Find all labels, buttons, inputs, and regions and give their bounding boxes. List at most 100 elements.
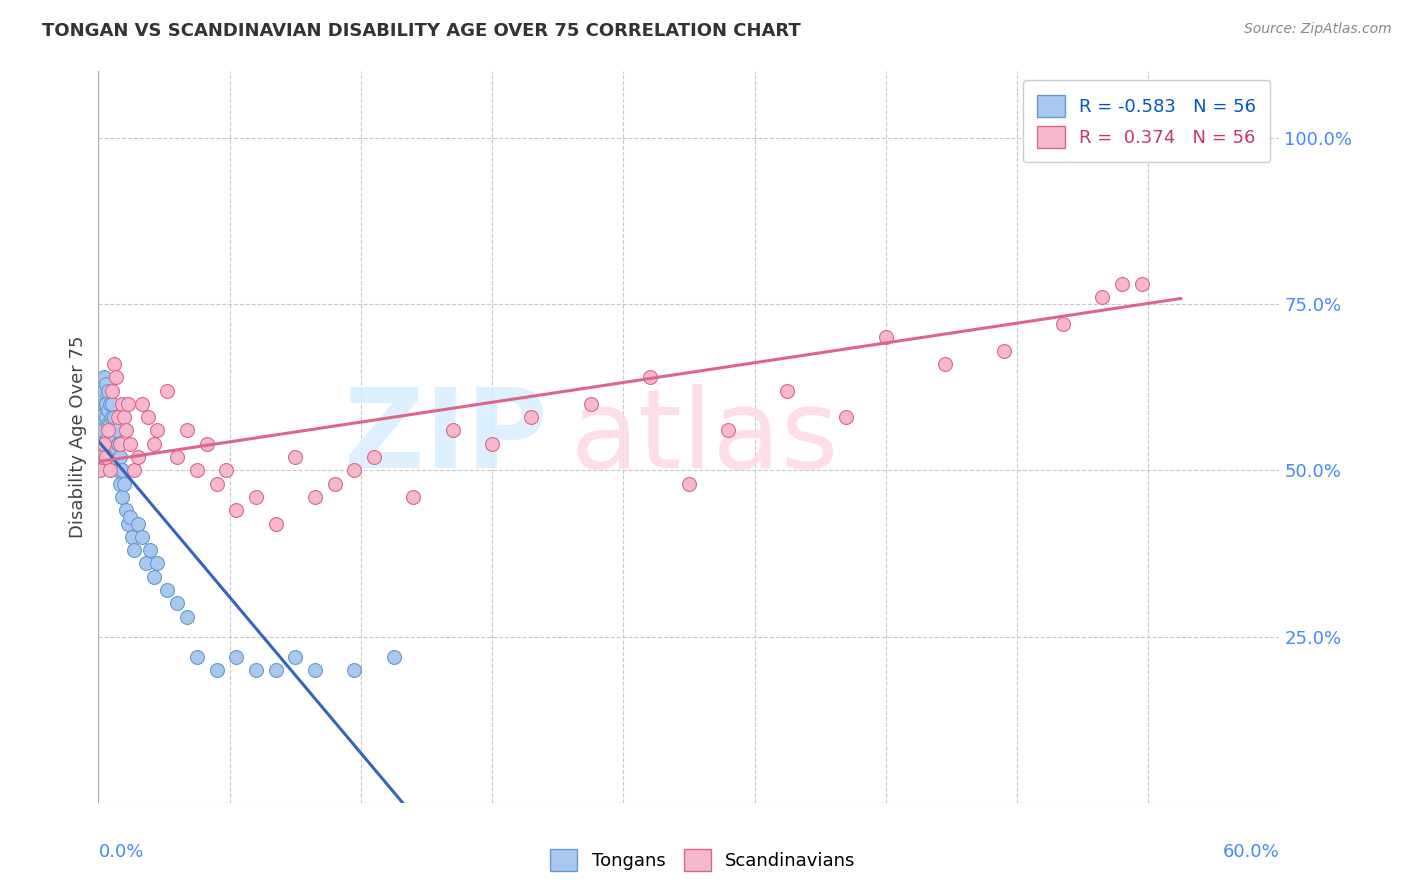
Point xyxy=(103,430,125,444)
Point xyxy=(127,516,149,531)
Point xyxy=(993,343,1015,358)
Point xyxy=(91,450,114,464)
Point xyxy=(115,424,138,438)
Point xyxy=(111,397,134,411)
Point xyxy=(118,436,141,450)
Point xyxy=(101,424,124,438)
Point xyxy=(111,490,134,504)
Point xyxy=(97,430,120,444)
Point xyxy=(111,463,134,477)
Point xyxy=(142,436,165,450)
Point xyxy=(638,370,661,384)
Point xyxy=(142,570,165,584)
Point xyxy=(284,450,307,464)
Point xyxy=(115,503,138,517)
Point xyxy=(176,424,198,438)
Point xyxy=(205,663,228,677)
Point xyxy=(264,663,287,677)
Text: atlas: atlas xyxy=(571,384,839,491)
Point xyxy=(284,649,307,664)
Point xyxy=(101,384,124,398)
Point xyxy=(136,410,159,425)
Point xyxy=(195,436,218,450)
Text: ZIP: ZIP xyxy=(344,384,547,491)
Point xyxy=(176,609,198,624)
Point xyxy=(93,370,115,384)
Point xyxy=(382,649,405,664)
Point xyxy=(96,397,118,411)
Point xyxy=(135,557,157,571)
Point xyxy=(875,330,897,344)
Point xyxy=(520,410,543,425)
Point xyxy=(112,410,135,425)
Point xyxy=(96,410,118,425)
Point xyxy=(91,424,114,438)
Point xyxy=(117,397,139,411)
Legend: Tongans, Scandinavians: Tongans, Scandinavians xyxy=(543,842,863,879)
Point xyxy=(441,424,464,438)
Point xyxy=(343,463,366,477)
Point xyxy=(156,384,179,398)
Point xyxy=(117,516,139,531)
Point xyxy=(97,424,120,438)
Point xyxy=(107,463,129,477)
Point xyxy=(105,443,128,458)
Point xyxy=(107,436,129,450)
Point xyxy=(166,450,188,464)
Y-axis label: Disability Age Over 75: Disability Age Over 75 xyxy=(69,335,87,539)
Point xyxy=(108,450,131,464)
Point xyxy=(107,410,129,425)
Point xyxy=(1052,317,1074,331)
Point xyxy=(103,450,125,464)
Point xyxy=(89,436,111,450)
Point xyxy=(1130,277,1153,292)
Point xyxy=(323,476,346,491)
Point xyxy=(166,596,188,610)
Point xyxy=(146,424,169,438)
Point xyxy=(89,463,111,477)
Point xyxy=(186,463,208,477)
Point xyxy=(97,384,120,398)
Point xyxy=(108,476,131,491)
Point xyxy=(103,357,125,371)
Point xyxy=(91,450,114,464)
Point xyxy=(138,543,160,558)
Point xyxy=(89,410,111,425)
Text: TONGAN VS SCANDINAVIAN DISABILITY AGE OVER 75 CORRELATION CHART: TONGAN VS SCANDINAVIAN DISABILITY AGE OV… xyxy=(42,22,801,40)
Text: Source: ZipAtlas.com: Source: ZipAtlas.com xyxy=(1244,22,1392,37)
Point xyxy=(93,384,115,398)
Point xyxy=(156,582,179,597)
Point xyxy=(122,463,145,477)
Point xyxy=(98,463,121,477)
Point xyxy=(118,509,141,524)
Point xyxy=(97,403,120,417)
Point xyxy=(1160,144,1182,158)
Point xyxy=(215,463,238,477)
Point xyxy=(343,663,366,677)
Point xyxy=(363,450,385,464)
Point xyxy=(1091,290,1114,304)
Point xyxy=(146,557,169,571)
Point xyxy=(101,410,124,425)
Point xyxy=(1111,277,1133,292)
Point xyxy=(101,397,124,411)
Point xyxy=(186,649,208,664)
Point xyxy=(678,476,700,491)
Point xyxy=(103,410,125,425)
Point xyxy=(481,436,503,450)
Point xyxy=(121,530,143,544)
Point xyxy=(98,436,121,450)
Point xyxy=(96,376,118,391)
Point xyxy=(776,384,799,398)
Point xyxy=(1150,144,1173,158)
Point xyxy=(101,436,124,450)
Point xyxy=(225,649,247,664)
Text: 0.0%: 0.0% xyxy=(98,843,143,861)
Point xyxy=(93,397,115,411)
Point xyxy=(835,410,858,425)
Point xyxy=(112,476,135,491)
Point xyxy=(96,450,118,464)
Point xyxy=(97,417,120,431)
Point xyxy=(934,357,956,371)
Point xyxy=(98,397,121,411)
